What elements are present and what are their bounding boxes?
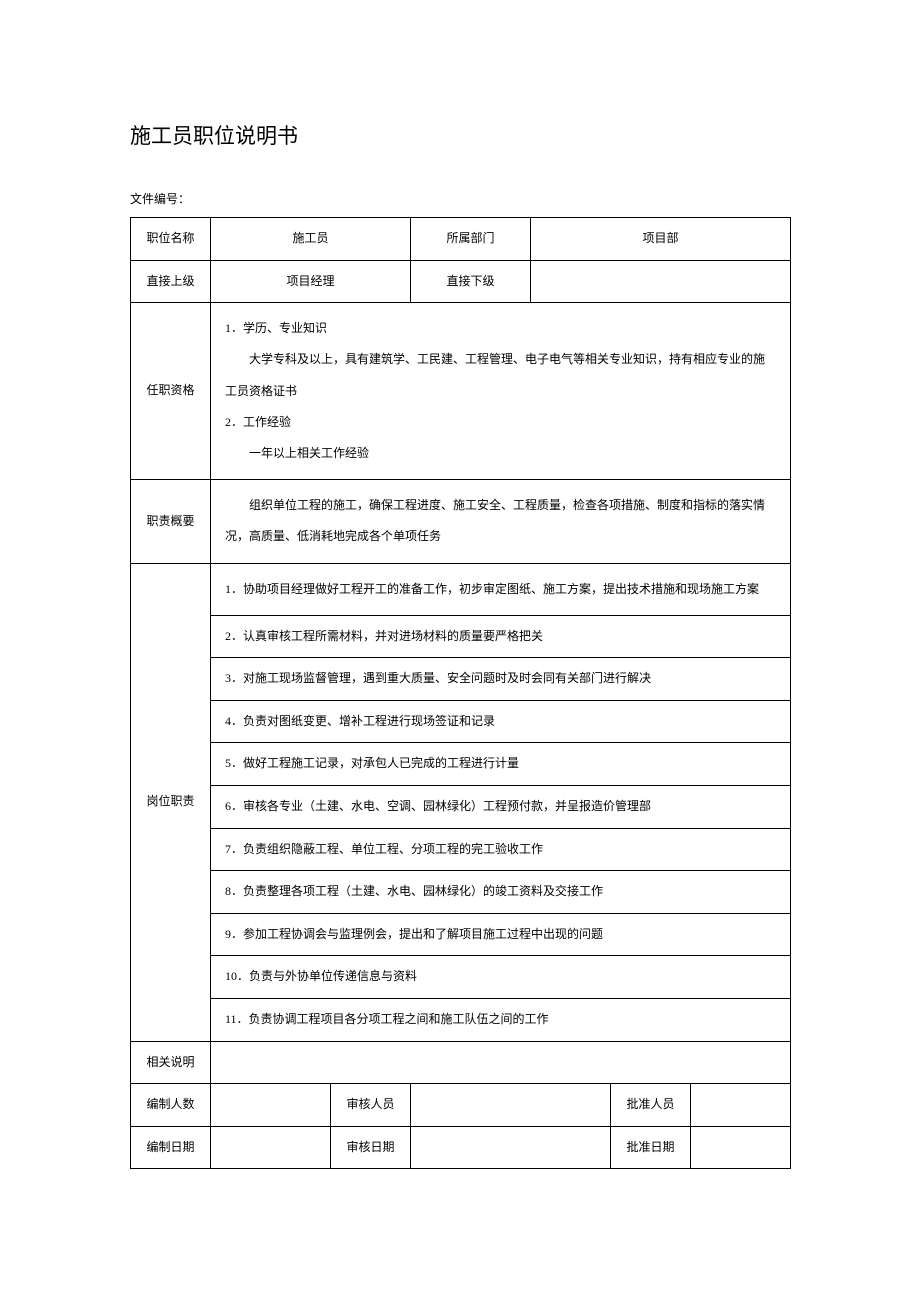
duty-item-7: 7．负责组织隐蔽工程、单位工程、分项工程的完工验收工作 [211, 828, 791, 871]
qualification-label: 任职资格 [131, 303, 211, 480]
reviewer-value [411, 1084, 611, 1127]
notes-value [211, 1041, 791, 1084]
prep-date-label: 编制日期 [131, 1126, 211, 1169]
qual-item1-content: 大学专科及以上，具有建筑学、工民建、工程管理、电子电气等相关专业知识，持有相应专… [225, 344, 776, 406]
superior-value: 项目经理 [211, 260, 411, 303]
department-label: 所属部门 [411, 218, 531, 261]
subordinate-label: 直接下级 [411, 260, 531, 303]
duties-row-3: 3．对施工现场监督管理，遇到重大质量、安全问题时及时会同有关部门进行解决 [131, 658, 791, 701]
job-description-table: 职位名称 施工员 所属部门 项目部 直接上级 项目经理 直接下级 任职资格 1．… [130, 217, 791, 1169]
duty-item-6: 6．审核各专业（土建、水电、空调、园林绿化）工程预付款，并呈报造价管理部 [211, 786, 791, 829]
department-value: 项目部 [531, 218, 791, 261]
position-name-value: 施工员 [211, 218, 411, 261]
qual-item1-title: 1．学历、专业知识 [225, 313, 776, 344]
duties-row-5: 5．做好工程施工记录，对承包人已完成的工程进行计量 [131, 743, 791, 786]
qual-item2-title: 2．工作经验 [225, 407, 776, 438]
superior-label: 直接上级 [131, 260, 211, 303]
prep-count-value [211, 1084, 331, 1127]
summary-label: 职责概要 [131, 480, 211, 563]
duty-item-8: 8．负责整理各项工程（土建、水电、园林绿化）的竣工资料及交接工作 [211, 871, 791, 914]
review-date-value [411, 1126, 611, 1169]
qualification-row: 任职资格 1．学历、专业知识 大学专科及以上，具有建筑学、工民建、工程管理、电子… [131, 303, 791, 480]
approver-label: 批准人员 [611, 1084, 691, 1127]
document-title: 施工员职位说明书 [130, 120, 790, 150]
notes-label: 相关说明 [131, 1041, 211, 1084]
duties-row-11: 11．负责协调工程项目各分项工程之间和施工队伍之间的工作 [131, 999, 791, 1042]
summary-row: 职责概要 组织单位工程的施工，确保工程进度、施工安全、工程质量，检查各项措施、制… [131, 480, 791, 563]
duties-label: 岗位职责 [131, 563, 211, 1041]
reviewer-label: 审核人员 [331, 1084, 411, 1127]
subordinate-value [531, 260, 791, 303]
qual-item2-content: 一年以上相关工作经验 [225, 438, 776, 469]
duty-item-1: 1．协助项目经理做好工程开工的准备工作，初步审定图纸、施工方案，提出技术措施和现… [211, 563, 791, 615]
approve-date-value [691, 1126, 791, 1169]
duty-item-11: 11．负责协调工程项目各分项工程之间和施工队伍之间的工作 [211, 999, 791, 1042]
prep-count-label: 编制人数 [131, 1084, 211, 1127]
duties-row-7: 7．负责组织隐蔽工程、单位工程、分项工程的完工验收工作 [131, 828, 791, 871]
duties-row-2: 2．认真审核工程所需材料，并对进场材料的质量要严格把关 [131, 615, 791, 658]
header-row-1: 职位名称 施工员 所属部门 项目部 [131, 218, 791, 261]
duty-item-2: 2．认真审核工程所需材料，并对进场材料的质量要严格把关 [211, 615, 791, 658]
duties-row-8: 8．负责整理各项工程（土建、水电、园林绿化）的竣工资料及交接工作 [131, 871, 791, 914]
duty-item-5: 5．做好工程施工记录，对承包人已完成的工程进行计量 [211, 743, 791, 786]
qualification-content: 1．学历、专业知识 大学专科及以上，具有建筑学、工民建、工程管理、电子电气等相关… [211, 303, 791, 480]
notes-row: 相关说明 [131, 1041, 791, 1084]
duties-row-4: 4．负责对图纸变更、增补工程进行现场签证和记录 [131, 700, 791, 743]
approver-value [691, 1084, 791, 1127]
approve-date-label: 批准日期 [611, 1126, 691, 1169]
summary-content: 组织单位工程的施工，确保工程进度、施工安全、工程质量，检查各项措施、制度和指标的… [211, 480, 791, 563]
document-number-label: 文件编号： [130, 190, 790, 207]
duty-item-10: 10．负责与外协单位传递信息与资料 [211, 956, 791, 999]
review-date-label: 审核日期 [331, 1126, 411, 1169]
header-row-2: 直接上级 项目经理 直接下级 [131, 260, 791, 303]
footer-row-2: 编制日期 审核日期 批准日期 [131, 1126, 791, 1169]
position-name-label: 职位名称 [131, 218, 211, 261]
duties-row-6: 6．审核各专业（土建、水电、空调、园林绿化）工程预付款，并呈报造价管理部 [131, 786, 791, 829]
duty-item-9: 9．参加工程协调会与监理例会，提出和了解项目施工过程中出现的问题 [211, 913, 791, 956]
duty-item-3: 3．对施工现场监督管理，遇到重大质量、安全问题时及时会同有关部门进行解决 [211, 658, 791, 701]
prep-date-value [211, 1126, 331, 1169]
duties-row-1: 岗位职责 1．协助项目经理做好工程开工的准备工作，初步审定图纸、施工方案，提出技… [131, 563, 791, 615]
duties-row-10: 10．负责与外协单位传递信息与资料 [131, 956, 791, 999]
footer-row-1: 编制人数 审核人员 批准人员 [131, 1084, 791, 1127]
duties-row-9: 9．参加工程协调会与监理例会，提出和了解项目施工过程中出现的问题 [131, 913, 791, 956]
duty-item-4: 4．负责对图纸变更、增补工程进行现场签证和记录 [211, 700, 791, 743]
